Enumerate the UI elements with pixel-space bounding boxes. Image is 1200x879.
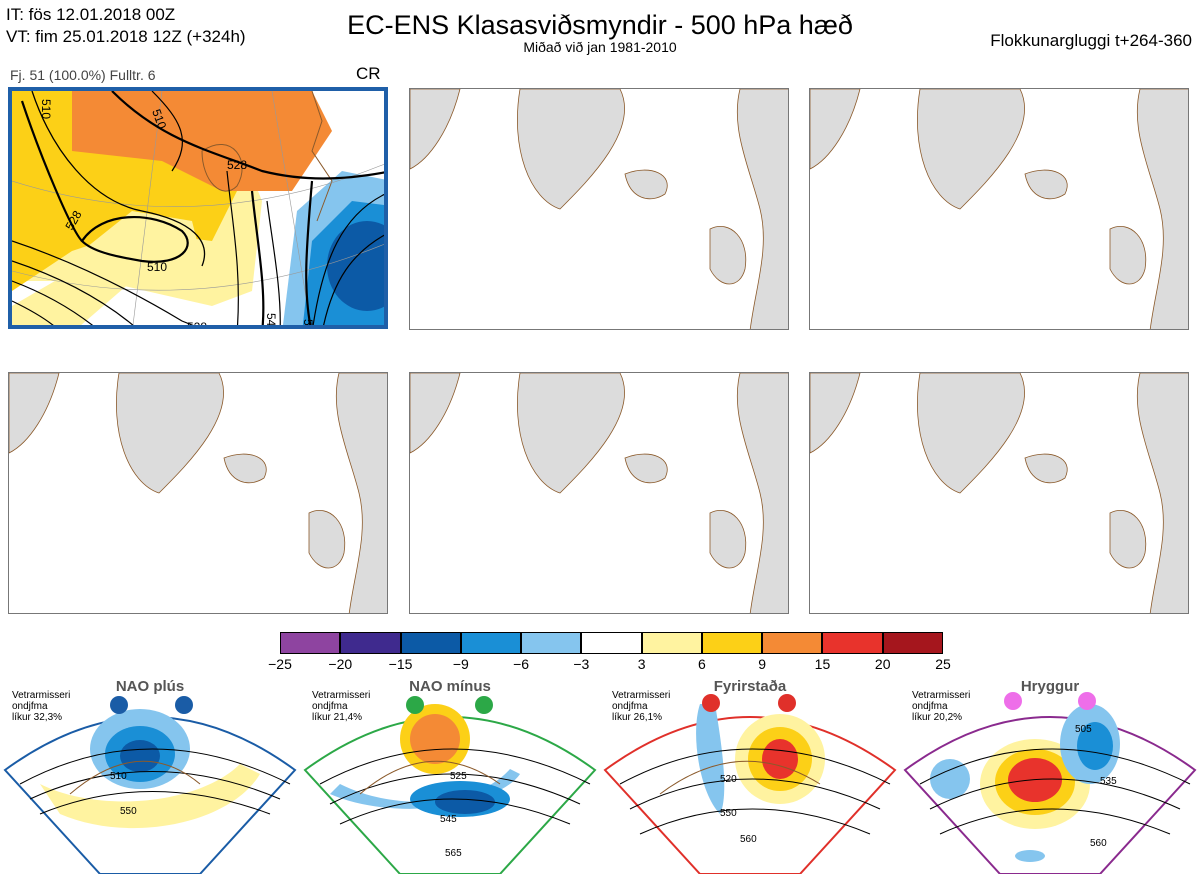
colorbar-segment [400, 632, 461, 654]
contour-label: 546 [264, 313, 278, 329]
regime-ridge[interactable]: 505 535 560 Hryggur Vetrarmisseri ondjfm… [900, 674, 1200, 875]
contour-label: 54 [301, 319, 315, 329]
regime-contour-label: 560 [740, 834, 757, 845]
empty-map-graphic [410, 373, 788, 613]
cluster-meta: Fj. 51 (100.0%) Fulltr. 6 [10, 67, 156, 83]
regime-dot-icon [778, 694, 796, 712]
regime-contour-label: 560 [1090, 838, 1107, 849]
cluster-map-graphic: 510 528 510 528 546 54 510 528 [12, 91, 384, 329]
regime-title: NAO mínus [409, 678, 491, 695]
cluster-map-panel-1[interactable]: 510 528 510 528 546 54 510 528 [8, 87, 388, 329]
regime-probability-label: Vetrarmisseri ondjfma líkur 20,2% [912, 690, 971, 723]
regime-nao-minus[interactable]: 525 545 565 NAO mínus Vetrarmisseri ondj… [300, 674, 600, 875]
valid-time: VT: fim 25.01.2018 12Z (+324h) [6, 27, 246, 46]
regime-contour-label: 550 [120, 806, 137, 817]
colorbar-tick-label: 20 [874, 656, 891, 672]
colorbar-segment [581, 632, 642, 654]
colorbar-segment [460, 632, 522, 654]
colorbar-tick-label: 3 [637, 656, 646, 672]
regime-map-graphic: 510 550 [3, 709, 297, 875]
regime-contour-label: 565 [445, 848, 462, 859]
contour-label: 510 [147, 260, 167, 274]
regime-title: Hryggur [1020, 678, 1080, 695]
empty-map-graphic [810, 373, 1188, 613]
colorbar-tick-label: −9 [452, 656, 469, 672]
empty-map-graphic [9, 373, 387, 613]
colorbar-segment [882, 632, 943, 654]
initial-time: IT: fös 12.01.2018 00Z [6, 5, 176, 24]
regime-blocking[interactable]: 520 550 560 Fyrirstaða Vetrarmisseri ond… [600, 674, 900, 875]
regime-contour-label: 545 [440, 814, 457, 825]
colorbar-tick-label: −3 [573, 656, 590, 672]
empty-map-graphic [410, 89, 788, 329]
colorbar-segment [340, 632, 401, 654]
cluster-map-panel-3[interactable] [809, 88, 1189, 330]
colorbar-segment [641, 632, 702, 654]
contour-label: 510 [39, 99, 53, 119]
colorbar-tick-label: −25 [268, 656, 292, 672]
regime-contour-label: 505 [1075, 724, 1092, 735]
regime-dot-icon [175, 696, 193, 714]
page-subtitle: Miðað við jan 1981-2010 [523, 39, 677, 55]
regime-title: Fyrirstaða [713, 678, 787, 695]
colorbar-tick-label: 25 [935, 656, 951, 672]
regime-map-graphic: 525 545 565 [303, 704, 597, 875]
regime-contour-label: 520 [720, 774, 737, 785]
regime-nao-plus[interactable]: 510 550 NAO plús Vetrarmisseri ondjfma l… [0, 674, 300, 875]
regime-probability-label: Vetrarmisseri ondjfma líkur 21,4% [312, 690, 371, 723]
regime-dot-icon [475, 696, 493, 714]
regime-contour-label: 535 [1100, 776, 1117, 787]
colorbar-segment [521, 632, 582, 654]
colorbar [280, 632, 943, 654]
regime-dot-icon [1078, 692, 1096, 710]
empty-map-graphic [810, 89, 1188, 329]
page-title: EC-ENS Klasasviðsmyndir - 500 hPa hæð [347, 10, 853, 40]
regime-map-graphic: 520 550 560 [603, 704, 897, 875]
regime-dot-icon [406, 696, 424, 714]
contour-label: 510 [149, 107, 169, 131]
regime-contour-label: 550 [720, 808, 737, 819]
header-info: IT: fös 12.01.2018 00Z VT: fim 25.01.201… [6, 4, 246, 48]
regime-probability-label: Vetrarmisseri ondjfma líkur 26,1% [612, 690, 671, 723]
cluster-regime-tag: CR [356, 64, 381, 83]
classification-window: Flokkunargluggi t+264-360 [990, 31, 1192, 50]
colorbar-segment [701, 632, 763, 654]
regime-dot-icon [110, 696, 128, 714]
colorbar-tick-label: 15 [814, 656, 831, 672]
contour-label: 528 [227, 158, 247, 172]
cluster-map-panel-5[interactable] [409, 372, 789, 614]
cluster-map-panel-4[interactable] [8, 372, 388, 614]
colorbar-tick-label: 6 [698, 656, 706, 672]
regime-probability-label: Vetrarmisseri ondjfma líkur 32,3% [12, 690, 71, 723]
colorbar-tick-label: −6 [513, 656, 530, 672]
regime-dot-icon [1004, 692, 1022, 710]
colorbar-tick-label: −15 [388, 656, 413, 672]
colorbar-tick-label: 9 [758, 656, 767, 672]
contour-label: 528 [187, 320, 207, 329]
regime-title: NAO plús [115, 678, 185, 695]
colorbar-segment [822, 632, 883, 654]
colorbar-tick-label: −20 [328, 656, 353, 672]
cluster-map-panel-2[interactable] [409, 88, 789, 330]
regime-contour-label: 525 [450, 771, 467, 782]
colorbar-segment [280, 632, 341, 654]
cluster-map-panel-6[interactable] [809, 372, 1189, 614]
regime-dot-icon [702, 694, 720, 712]
colorbar-segment [762, 632, 823, 654]
regime-contour-label: 510 [110, 771, 127, 782]
regime-map-graphic: 505 535 560 [903, 704, 1197, 875]
